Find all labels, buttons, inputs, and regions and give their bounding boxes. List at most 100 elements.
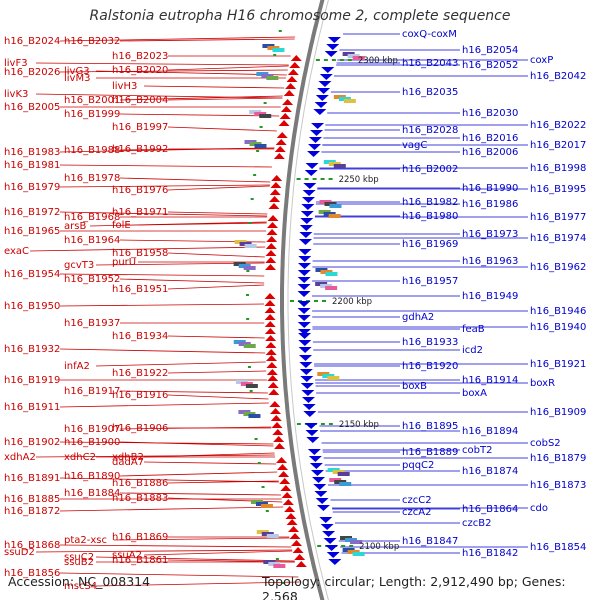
minor-tick <box>246 318 250 320</box>
label-connector <box>95 581 300 587</box>
gene-label-forward: pta2-xsc <box>64 535 107 546</box>
gene-label-reverse: h16_B1946 <box>530 306 586 317</box>
feature-track-block <box>352 552 365 556</box>
reverse-gene-arrow <box>308 144 322 150</box>
gene-label-forward: h16_B1968 <box>64 212 120 223</box>
label-connector <box>59 402 269 408</box>
reverse-gene-arrow <box>326 552 340 558</box>
gene-label-reverse: czcB2 <box>462 518 491 529</box>
gene-label-forward: ssuA2 <box>112 550 142 561</box>
reverse-gene-arrow <box>299 369 313 375</box>
map-info-label: Topology: circular; Length: 2,912,490 bp… <box>262 574 566 600</box>
label-connector <box>167 335 265 339</box>
reverse-gene-arrow <box>297 270 311 276</box>
forward-gene-arrow <box>277 464 289 470</box>
reverse-gene-arrow <box>298 256 312 262</box>
feature-track-block <box>260 504 273 508</box>
reverse-gene-arrow <box>307 449 321 455</box>
label-connector <box>59 36 296 42</box>
forward-gene-arrow <box>273 153 285 159</box>
forward-gene-arrow <box>278 471 290 477</box>
forward-gene-arrow <box>267 375 279 381</box>
gene-label-reverse: h16_B1879 <box>530 453 586 464</box>
gene-label-reverse: h16_B2052 <box>462 60 518 71</box>
gene-label-reverse: h16_B1909 <box>530 407 586 418</box>
label-connector <box>167 97 283 101</box>
reverse-gene-arrow <box>301 204 315 210</box>
gene-label-forward: h16_B1861 <box>112 555 168 566</box>
gene-label-reverse: boxR <box>530 378 555 389</box>
forward-gene-arrow <box>271 422 283 428</box>
minor-tick <box>278 30 282 32</box>
forward-gene-arrow <box>265 342 277 348</box>
gene-label-forward: h16_B1919 <box>4 375 60 386</box>
minor-tick <box>263 102 267 104</box>
forward-gene-arrow <box>275 139 287 145</box>
gene-label-forward: h16_B1868 <box>4 540 60 551</box>
forward-gene-arrow <box>272 429 284 435</box>
kbp-label: 2250 kbp <box>339 175 379 185</box>
forward-gene-arrow <box>281 492 293 498</box>
gene-label-reverse: h16_B2035 <box>402 87 458 98</box>
feature-track-block <box>254 144 267 148</box>
reverse-gene-arrow <box>302 190 316 196</box>
label-connector <box>35 454 275 458</box>
reverse-gene-arrow <box>313 109 327 115</box>
reverse-gene-arrow <box>322 531 336 537</box>
forward-gene-arrow <box>265 335 277 341</box>
forward-gene-arrow <box>266 369 278 375</box>
forward-gene-arrow <box>294 554 306 560</box>
gene-label-forward: h16_B1917 <box>64 386 120 397</box>
reverse-gene-arrow <box>298 249 312 255</box>
forward-gene-arrow <box>264 264 276 270</box>
forward-gene-arrow <box>268 203 280 209</box>
gene-label-forward: ssuD2 <box>4 547 35 558</box>
gene-label-reverse: cobT2 <box>462 445 492 456</box>
gene-label-reverse: coxQ-coxM <box>402 29 457 40</box>
gene-label-reverse: h16_B1962 <box>530 262 586 273</box>
label-connector <box>167 497 283 503</box>
reverse-gene-arrow <box>301 390 315 396</box>
label-connector <box>59 544 292 548</box>
gene-label-forward: dadA7 <box>112 457 144 468</box>
reverse-gene-arrow <box>325 545 339 551</box>
label-connector <box>95 556 295 562</box>
gene-label-reverse: h16_B1982 <box>402 197 458 208</box>
minor-tick <box>248 222 252 224</box>
forward-gene-arrow <box>270 182 282 188</box>
reverse-gene-arrow <box>308 456 322 462</box>
feature-track-block <box>273 564 286 568</box>
forward-gene-arrow <box>266 236 278 242</box>
forward-gene-arrow <box>269 401 281 407</box>
gene-label-reverse: h16_B2042 <box>530 71 586 82</box>
gene-label-reverse: cdo <box>530 503 548 514</box>
gene-label-reverse: h16_B1864 <box>462 504 518 515</box>
gene-label-forward: h16_B1890 <box>64 471 120 482</box>
feature-track-block <box>339 482 352 486</box>
gene-label-forward: h16_B1971 <box>112 207 168 218</box>
forward-gene-arrow <box>282 99 294 105</box>
gene-label-reverse: h16_B1854 <box>530 542 586 553</box>
reverse-gene-arrow <box>297 284 311 290</box>
forward-gene-arrow <box>278 120 290 126</box>
gene-label-forward: exaC <box>4 246 29 257</box>
label-connector <box>59 69 288 73</box>
feature-track-block <box>243 266 256 270</box>
label-connector <box>143 461 277 465</box>
gene-label-forward: ssuB2 <box>64 557 94 568</box>
gene-label-reverse: h16_B1986 <box>462 199 518 210</box>
reverse-gene-arrow <box>298 347 312 353</box>
gene-label-forward: xdhA2 <box>4 452 36 463</box>
forward-gene-arrow <box>267 382 279 388</box>
minor-tick <box>249 390 253 392</box>
gene-label-forward: h16_B1937 <box>64 318 120 329</box>
reverse-gene-arrow <box>315 498 329 504</box>
gene-label-forward: h16_B2026 <box>4 67 60 78</box>
label-connector <box>59 273 265 277</box>
label-connector <box>167 252 265 258</box>
forward-gene-arrow <box>265 243 277 249</box>
reverse-gene-arrow <box>321 67 335 73</box>
gene-label-reverse: h16_B1957 <box>402 276 458 287</box>
forward-gene-arrow <box>280 106 292 112</box>
gene-label-forward: h16_B2004 <box>112 95 168 106</box>
